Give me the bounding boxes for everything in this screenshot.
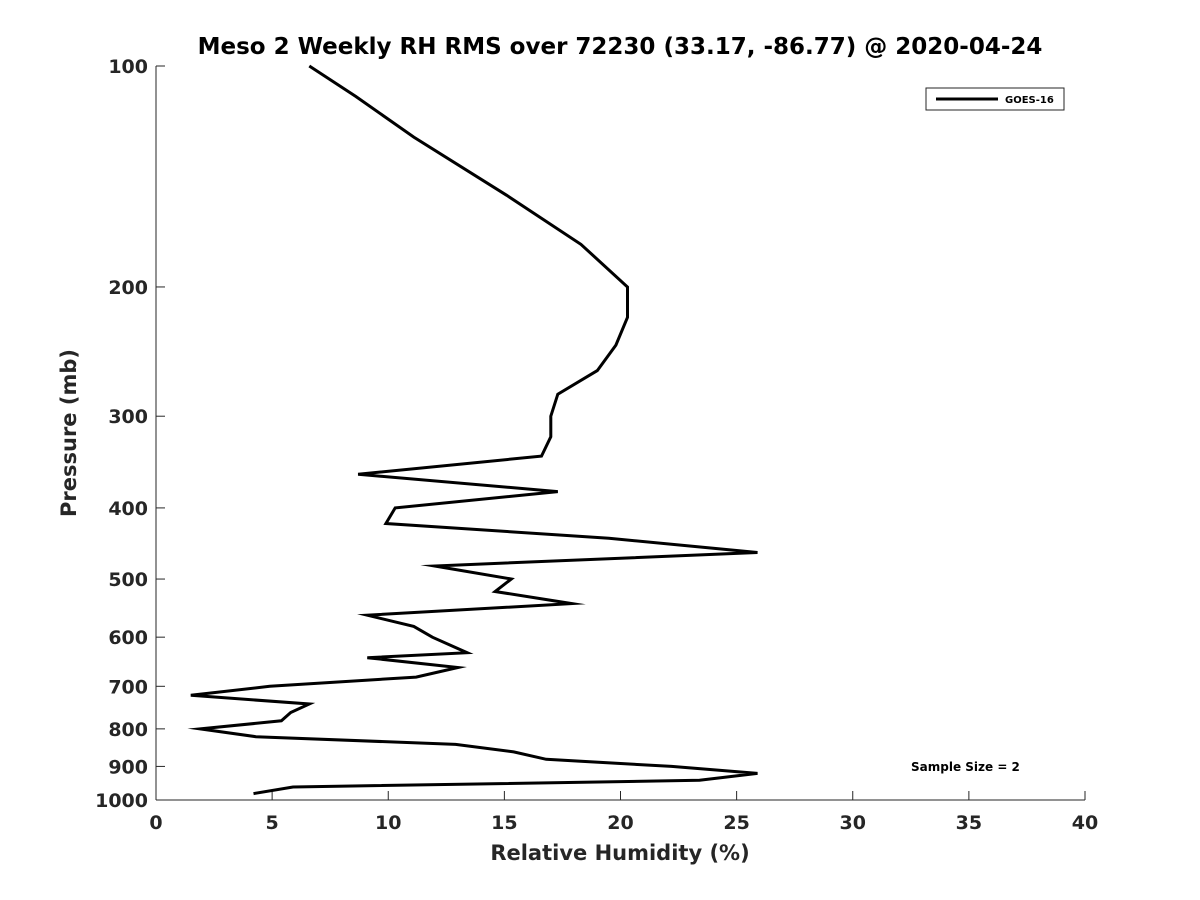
x-tick-label: 20 <box>607 812 633 834</box>
y-tick-label: 600 <box>108 627 148 649</box>
sample-size-annotation: Sample Size = 2 <box>911 760 1020 774</box>
x-axis-ticks: 0 5 10 15 20 25 30 35 40 <box>149 791 1098 834</box>
chart-title: Meso 2 Weekly RH RMS over 72230 (33.17, … <box>198 34 1043 60</box>
x-tick-label: 35 <box>956 812 982 834</box>
plot-area <box>155 66 1085 801</box>
y-tick-label: 900 <box>108 756 148 778</box>
x-tick-label: 25 <box>723 812 749 834</box>
legend: GOES-16 <box>925 87 1065 111</box>
x-tick-label: 5 <box>266 812 279 834</box>
y-tick-label: 200 <box>108 277 148 299</box>
x-tick-label: 15 <box>491 812 517 834</box>
x-axis-label: Relative Humidity (%) <box>490 841 749 865</box>
y-tick-label: 100 <box>108 56 148 78</box>
legend-entry-goes-16: GOES-16 <box>1005 95 1054 106</box>
x-tick-label: 0 <box>149 812 162 834</box>
y-tick-label: 500 <box>108 569 148 591</box>
y-axis-ticks: 100 200 300 400 500 600 700 800 900 1000 <box>95 56 165 812</box>
series-line-goes-16 <box>187 64 758 796</box>
y-tick-label: 400 <box>108 498 148 520</box>
y-axis-label: Pressure (mb) <box>57 349 81 517</box>
y-tick-label: 300 <box>108 406 148 428</box>
x-tick-label: 10 <box>375 812 401 834</box>
x-tick-label: 40 <box>1072 812 1098 834</box>
y-tick-label: 1000 <box>95 790 148 812</box>
series-layer <box>187 64 758 796</box>
y-tick-label: 700 <box>108 676 148 698</box>
y-tick-label: 800 <box>108 719 148 741</box>
x-tick-label: 30 <box>840 812 866 834</box>
